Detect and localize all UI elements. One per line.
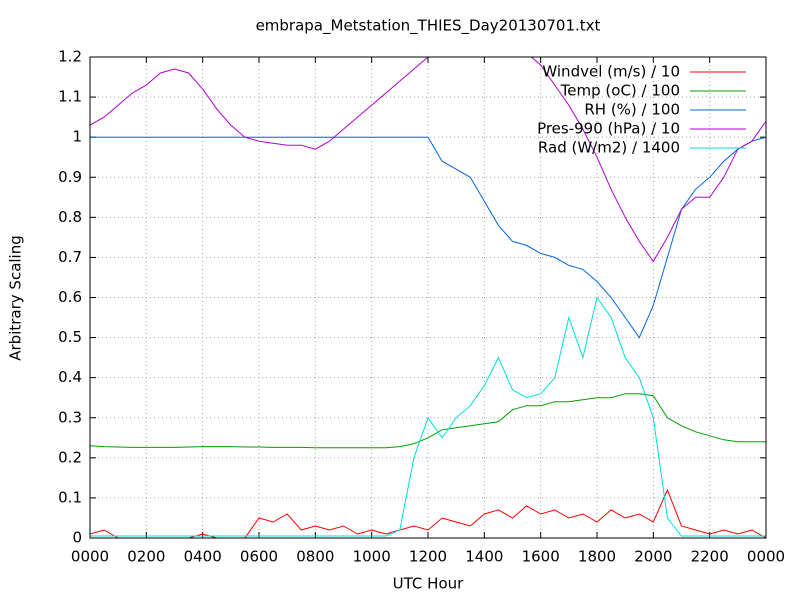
legend-label: RH (%) / 100 [584,101,680,119]
x-tick-label: 0000 [71,548,109,566]
y-tick-label: 0.6 [58,288,82,306]
y-tick-label: 1.1 [58,88,82,106]
series-line [90,393,766,449]
x-tick-label: 0200 [127,548,165,566]
plot-frame [89,56,767,539]
x-tick-label: 0000 [747,548,785,566]
y-tick-label: 0.9 [58,168,82,186]
legend-label: Pres-990 (hPa) / 10 [537,120,680,138]
legend-label: Temp (oC) / 100 [560,82,680,100]
x-tick-label: 2200 [691,548,729,566]
series-line [90,296,766,537]
legend-label: Windvel (m/s) / 10 [542,63,680,81]
y-tick-label: 0.7 [58,248,82,266]
x-axis-label: UTC Hour [393,575,464,593]
y-tick-label: 1 [72,128,82,146]
y-tick-label: 0 [72,529,82,547]
x-tick-label: 0400 [184,548,222,566]
y-tick-label: 0.5 [58,328,82,346]
legend-label: Rad (W/m2) / 1400 [538,139,680,157]
x-tick-label: 0600 [240,548,278,566]
y-tick-label: 0.8 [58,208,82,226]
y-tick-label: 0.1 [58,488,82,506]
series-line [90,57,766,263]
y-axis-label: Arbitrary Scaling [7,235,25,361]
x-tick-label: 0800 [296,548,334,566]
series-line [90,488,766,538]
y-tick-label: 0.4 [58,368,82,386]
x-tick-label: 2000 [634,548,672,566]
y-tick-label: 0.2 [58,448,82,466]
y-tick-label: 1.2 [58,48,82,66]
series-line [90,136,766,339]
x-tick-label: 1400 [465,548,503,566]
x-tick-label: 1600 [522,548,560,566]
plot-lines [90,57,766,538]
x-tick-label: 1000 [353,548,391,566]
y-tick-label: 0.3 [58,408,82,426]
chart-title: embrapa_Metstation_THIES_Day20130701.txt [256,17,601,36]
x-tick-label: 1200 [409,548,447,566]
x-tick-label: 1800 [578,548,616,566]
